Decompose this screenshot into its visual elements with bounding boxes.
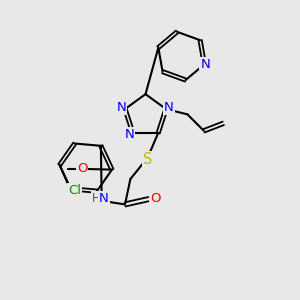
Text: N: N [117, 101, 126, 114]
Text: O: O [77, 162, 87, 175]
Text: N: N [124, 128, 134, 141]
Text: N: N [99, 192, 109, 205]
Text: N: N [200, 58, 210, 71]
Text: N: N [164, 101, 174, 114]
Text: O: O [150, 192, 161, 205]
Text: S: S [143, 152, 152, 167]
Text: Cl: Cl [68, 184, 81, 196]
Text: H: H [92, 192, 101, 205]
